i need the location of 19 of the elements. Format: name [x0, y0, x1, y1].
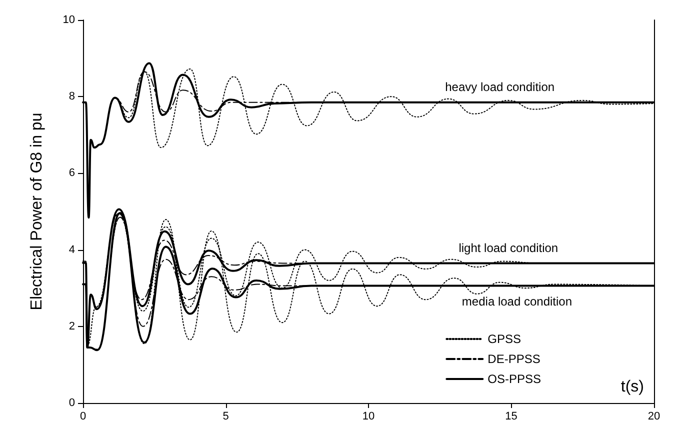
- y-tick-label: 8: [68, 90, 75, 103]
- annotation: heavy load condition: [445, 80, 555, 94]
- legend-label: DE-PPSS: [488, 352, 540, 366]
- y-axis-title: Electrical Power of G8 in pu: [28, 112, 46, 310]
- legend-label: GPSS: [488, 332, 522, 346]
- x-tick-label: 20: [648, 410, 660, 422]
- y-tick-label: 0: [68, 397, 75, 409]
- legend-label: OS-PPSS: [488, 372, 542, 386]
- y-tick-label: 6: [68, 167, 75, 180]
- y-tick-label: 4: [68, 244, 75, 256]
- annotation: media load condition: [462, 294, 572, 309]
- x-tick-label: 0: [80, 410, 86, 422]
- y-tick-label: 2: [68, 320, 75, 332]
- annotation: light load condition: [458, 240, 558, 255]
- x-tick-label: 15: [505, 410, 518, 422]
- x-axis-title: t(s): [620, 378, 644, 396]
- x-tick-label: 5: [222, 410, 229, 422]
- y-tick-label: 10: [62, 14, 75, 26]
- x-tick-label: 10: [362, 410, 375, 422]
